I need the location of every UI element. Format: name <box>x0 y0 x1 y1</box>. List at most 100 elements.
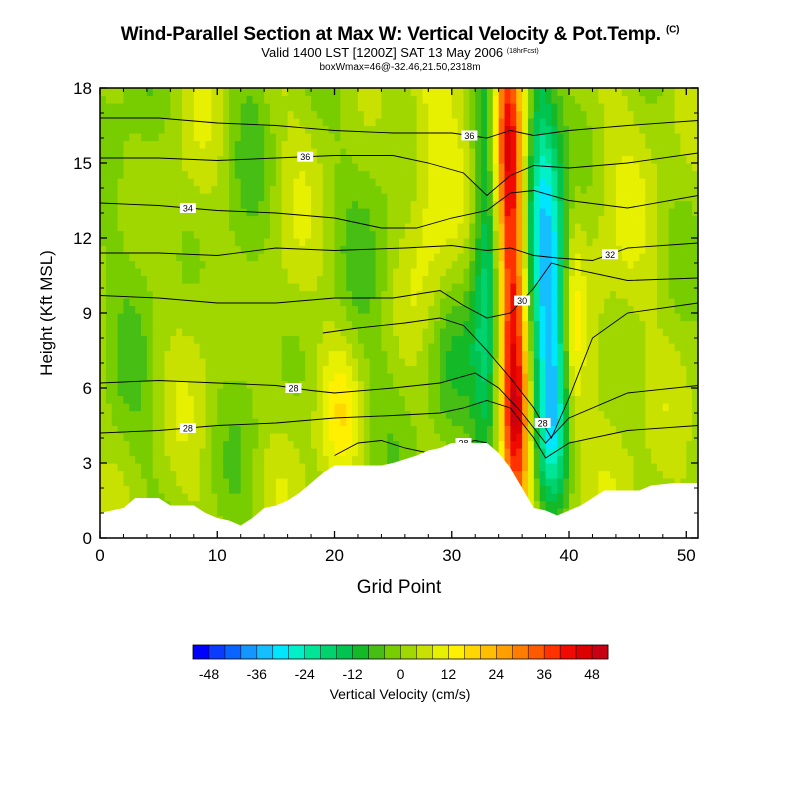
velocity-cell <box>158 403 166 412</box>
velocity-cell <box>569 110 576 119</box>
velocity-cell <box>281 208 289 217</box>
velocity-cell <box>287 88 295 97</box>
velocity-cell <box>369 268 377 277</box>
velocity-cell <box>193 268 201 277</box>
velocity-cell <box>205 245 212 254</box>
velocity-cell <box>270 103 277 112</box>
velocity-cell <box>404 95 412 104</box>
velocity-cell <box>557 470 564 479</box>
velocity-cell <box>457 148 465 157</box>
velocity-cell <box>158 103 166 112</box>
velocity-cell <box>146 358 154 367</box>
velocity-cell <box>252 343 259 352</box>
velocity-cell <box>281 388 289 397</box>
velocity-cell <box>135 133 142 142</box>
velocity-cell <box>346 275 353 284</box>
velocity-cell <box>463 298 470 307</box>
velocity-cell <box>135 110 142 119</box>
velocity-cell <box>563 410 570 419</box>
velocity-cell <box>387 275 394 284</box>
velocity-cell <box>410 163 418 172</box>
velocity-cell <box>316 463 324 472</box>
velocity-cell <box>164 88 171 97</box>
velocity-cell <box>100 125 107 134</box>
velocity-cell <box>240 508 248 517</box>
velocity-cell <box>123 193 130 202</box>
velocity-cell <box>557 350 564 359</box>
velocity-cell <box>580 223 588 232</box>
velocity-cell <box>410 185 418 194</box>
velocity-cell <box>100 200 107 209</box>
velocity-cell <box>217 328 224 337</box>
velocity-cell <box>569 155 576 164</box>
velocity-cell <box>111 88 119 97</box>
velocity-cell <box>223 493 230 502</box>
velocity-cell <box>158 388 166 397</box>
velocity-cell <box>205 208 212 217</box>
velocity-cell <box>580 103 588 112</box>
velocity-cell <box>363 320 371 329</box>
velocity-cell <box>410 418 418 427</box>
velocity-cell <box>258 163 265 172</box>
velocity-cell <box>539 290 547 299</box>
velocity-cell <box>545 380 553 389</box>
velocity-cell <box>305 395 312 404</box>
velocity-cell <box>504 208 511 217</box>
velocity-cell <box>545 185 553 194</box>
velocity-cell <box>422 260 429 269</box>
velocity-cell <box>328 208 336 217</box>
velocity-cell <box>258 260 265 269</box>
velocity-cell <box>516 95 523 104</box>
velocity-cell <box>141 418 148 427</box>
velocity-cell <box>328 403 336 412</box>
velocity-cell <box>539 500 547 509</box>
velocity-cell <box>152 485 160 494</box>
velocity-cell <box>545 268 553 277</box>
velocity-cell <box>475 395 482 404</box>
velocity-cell <box>252 103 259 112</box>
velocity-cell <box>404 350 412 359</box>
velocity-cell <box>223 268 230 277</box>
velocity-cell <box>363 440 371 449</box>
velocity-cell <box>504 365 511 374</box>
velocity-cell <box>129 478 136 487</box>
velocity-cell <box>410 253 418 262</box>
velocity-cell <box>135 245 142 254</box>
velocity-cell <box>504 380 511 389</box>
velocity-cell <box>440 298 447 307</box>
velocity-cell <box>240 358 248 367</box>
velocity-cell <box>281 230 289 239</box>
velocity-cell <box>527 215 535 224</box>
velocity-cell <box>275 395 283 404</box>
velocity-cell <box>569 365 576 374</box>
velocity-cell <box>322 223 330 232</box>
velocity-cell <box>100 283 107 292</box>
velocity-cell <box>492 425 500 434</box>
velocity-cell <box>574 493 582 502</box>
velocity-cell <box>393 283 400 292</box>
velocity-cell <box>486 185 494 194</box>
velocity-cell <box>152 283 160 292</box>
velocity-cell <box>246 365 254 374</box>
velocity-cell <box>316 155 324 164</box>
velocity-cell <box>170 433 177 442</box>
velocity-cell <box>381 245 388 254</box>
velocity-cell <box>316 395 324 404</box>
velocity-cell <box>182 403 189 412</box>
velocity-cell <box>234 170 242 179</box>
velocity-cell <box>111 103 119 112</box>
velocity-cell <box>258 223 265 232</box>
velocity-cell <box>187 230 195 239</box>
velocity-cell <box>369 395 377 404</box>
velocity-cell <box>152 335 160 344</box>
velocity-cell <box>369 448 377 457</box>
velocity-cell <box>498 163 506 172</box>
velocity-cell <box>258 440 265 449</box>
velocity-cell <box>176 448 183 457</box>
velocity-cell <box>217 448 224 457</box>
velocity-cell <box>545 350 553 359</box>
velocity-cell <box>322 328 330 337</box>
velocity-cell <box>428 140 435 149</box>
velocity-cell <box>264 455 271 464</box>
velocity-cell <box>516 320 523 329</box>
